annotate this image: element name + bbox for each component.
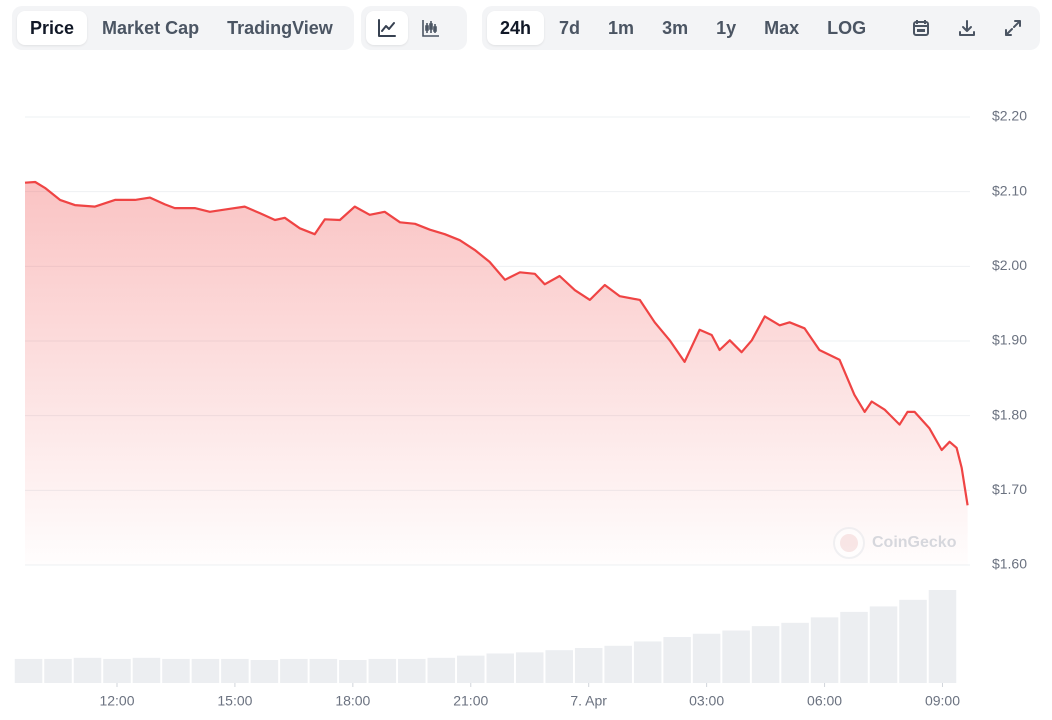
x-tick-label: 09:00 — [925, 693, 960, 709]
volume-bar — [250, 660, 279, 683]
volume-bar — [515, 652, 544, 683]
y-tick-label: $2.20 — [992, 108, 1027, 124]
fullscreen-button[interactable] — [991, 11, 1035, 45]
view-tab[interactable]: Price — [17, 11, 88, 45]
volume-bar — [722, 630, 750, 683]
x-tick-label: 21:00 — [453, 693, 488, 709]
range-tab[interactable]: 1y — [716, 17, 737, 38]
volume-bar — [309, 658, 338, 683]
watermark-text: CoinGecko — [872, 534, 957, 551]
range-tab[interactable]: 1m — [608, 17, 635, 38]
volume-bar — [545, 650, 573, 683]
volume-bar — [663, 637, 691, 683]
range-tabs: 24h 7d 1m 3m 1y Max LOG — [482, 6, 1040, 50]
volume-bar — [899, 599, 927, 683]
range-tab[interactable]: 24h — [487, 11, 545, 45]
y-tick-label: $1.80 — [992, 406, 1027, 422]
line-chart-button[interactable] — [366, 11, 408, 45]
volume-bar — [781, 622, 809, 683]
x-tick-label: 7. Apr — [570, 693, 607, 709]
volume-bar — [339, 660, 367, 683]
x-tick-label: 15:00 — [217, 693, 252, 709]
volume-bar — [73, 657, 102, 683]
x-tick-label: 18:00 — [335, 693, 370, 709]
y-tick-label: $1.90 — [992, 332, 1027, 348]
x-tick-label: 06:00 — [807, 693, 842, 709]
range-tab[interactable]: Max — [764, 17, 800, 38]
fullscreen-icon — [1005, 20, 1021, 36]
volume-bar — [221, 658, 249, 683]
y-tick-label: $2.10 — [992, 182, 1027, 198]
view-tab[interactable]: Market Cap — [102, 17, 200, 38]
volume-bar — [869, 606, 898, 683]
volume-bar — [692, 633, 721, 683]
range-tab[interactable]: LOG — [827, 17, 867, 38]
volume-bar — [633, 641, 662, 683]
download-icon — [959, 20, 975, 36]
volume-bar — [103, 658, 131, 683]
volume-bar — [457, 655, 485, 683]
chart-style-tabs — [361, 6, 467, 50]
area-shading — [25, 182, 968, 565]
watermark: CoinGecko — [833, 527, 957, 559]
volume-bar — [191, 658, 220, 683]
volume-bar — [398, 658, 426, 683]
volume-bar — [368, 658, 397, 683]
volume-bar — [574, 647, 603, 683]
volume-bar — [280, 658, 308, 683]
candle-chart-button[interactable] — [410, 11, 452, 45]
volume-bar — [162, 658, 190, 683]
range-tab[interactable]: 7d — [559, 17, 581, 38]
volume-bar — [810, 617, 839, 683]
download-button[interactable] — [945, 11, 989, 45]
range-tab[interactable]: 3m — [662, 17, 689, 38]
volume-bar — [840, 611, 868, 683]
y-tick-label: $1.60 — [992, 556, 1027, 572]
volume-bar — [928, 590, 957, 683]
y-tick-label: $1.70 — [992, 481, 1027, 497]
x-tick-label: 12:00 — [99, 693, 134, 709]
calendar-icon — [913, 20, 929, 36]
volume-bar — [751, 626, 780, 683]
line-icon — [378, 19, 396, 37]
view-tabs: Price Market Cap TradingView — [12, 6, 354, 50]
view-tab[interactable]: TradingView — [227, 17, 333, 38]
volume-bar — [14, 658, 43, 683]
watermark-logo-inner — [840, 534, 858, 552]
calendar-button[interactable] — [899, 11, 943, 45]
volume-bar — [132, 657, 161, 683]
price-line — [24, 180, 969, 506]
y-tick-label: $2.00 — [992, 257, 1027, 273]
x-tick-label: 03:00 — [689, 693, 724, 709]
volume-bar — [604, 645, 632, 683]
chart: CoinGecko $2.20 $2.10 $2.00 $1.90 $1.80 $1.70… — [14, 108, 1027, 709]
volume-bar — [486, 653, 515, 683]
volume-bar — [44, 658, 72, 683]
candle-icon — [422, 20, 439, 37]
volume-bar — [427, 657, 456, 683]
